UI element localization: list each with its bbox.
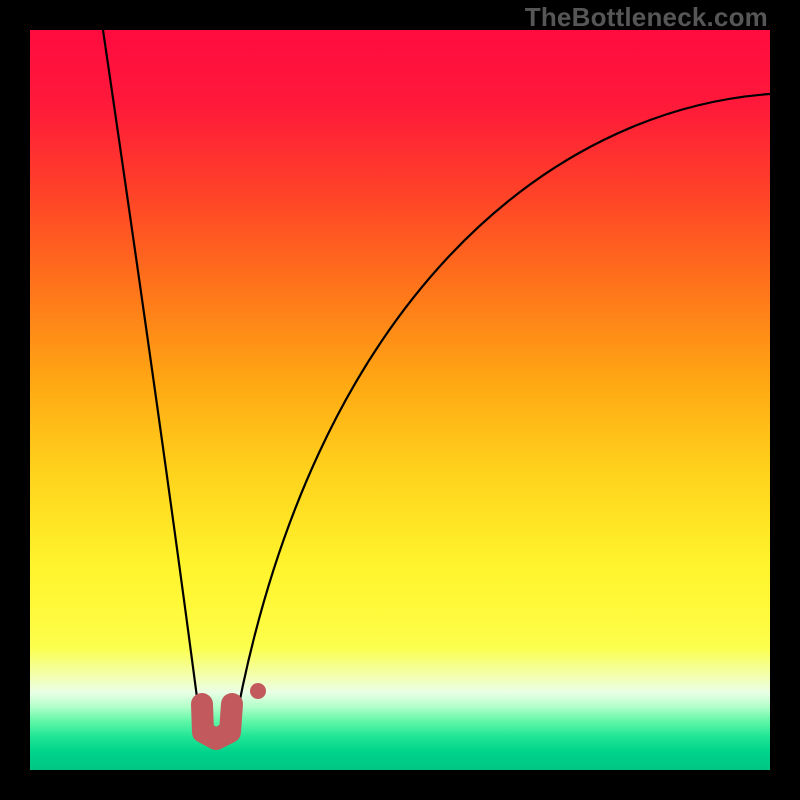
frame-bottom [0, 770, 800, 800]
frame-right [770, 0, 800, 800]
highlight-dot [250, 683, 266, 699]
bottleneck-chart [30, 30, 770, 770]
gradient-background [30, 30, 770, 770]
chart-svg [30, 30, 770, 770]
frame-left [0, 0, 30, 800]
watermark-text: TheBottleneck.com [525, 2, 768, 33]
